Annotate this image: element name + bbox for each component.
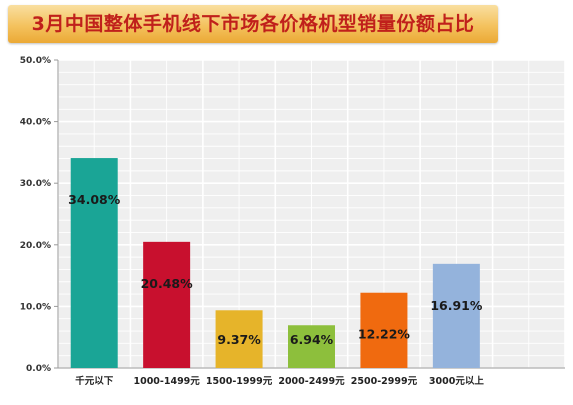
y-tick-label: 50.0% [20,56,51,66]
bar-value-label: 34.08% [68,192,121,207]
bar-value-label: 20.48% [141,276,194,291]
y-tick-label: 20.0% [20,241,51,251]
bar-value-label: 16.91% [430,298,483,313]
bar-value-label: 9.37% [217,332,261,347]
bar-3 [288,325,335,368]
bar-value-label: 6.94% [290,332,334,347]
bar-value-label: 12.22% [358,327,411,342]
x-category-label: 2000-2499元 [278,376,345,387]
chart-title-banner: 3月中国整体手机线下市场各价格机型销量份额占比 [8,5,498,43]
axes: 0.0% 10.0% 20.0% 30.0% 40.0% 50.0% [20,56,565,374]
y-tick-label: 40.0% [20,118,51,128]
bar-5 [432,263,480,368]
x-category-label: 1500-1999元 [206,376,273,387]
bar-2 [215,310,263,368]
y-tick-label: 10.0% [20,302,51,312]
bar-1 [143,241,191,368]
y-tick-label: 30.0% [20,179,51,189]
chart-title: 3月中国整体手机线下市场各价格机型销量份额占比 [31,13,475,35]
x-category-label: 1000-1499元 [133,376,200,387]
bar-0 [70,158,118,368]
y-tick-label: 0.0% [26,364,51,374]
labels: 34.08% 千元以下 20.48% 1000-1499元 9.37% 1500-1999… [68,192,484,387]
x-category-label: 千元以下 [75,375,114,387]
x-category-label: 2500-2999元 [351,376,418,387]
x-category-label: 3000元以上 [429,375,484,387]
bars [70,158,480,368]
bar-4 [360,292,408,368]
